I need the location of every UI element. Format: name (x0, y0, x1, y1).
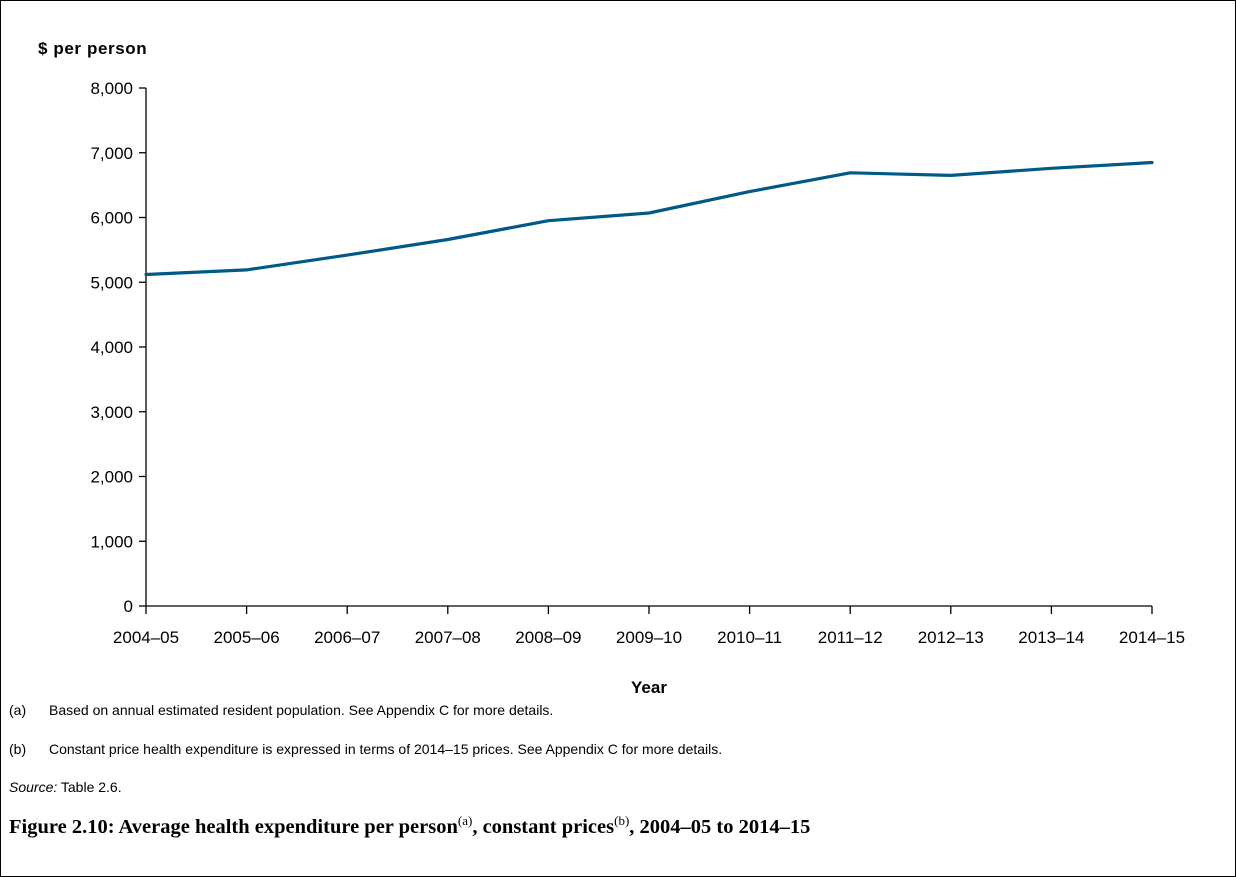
caption-part: , 2004–05 to 2014–15 (629, 815, 811, 838)
x-tick-label: 2008–09 (515, 628, 581, 647)
caption-ref: (b) (614, 813, 630, 828)
series-group (144, 160, 1154, 277)
source-text: Table 2.6. (57, 779, 122, 795)
footnote-tag: (b) (9, 741, 27, 757)
y-axis-ticks: 0 1,000 2,000 3,000 4,000 5,000 6,000 7,000 8,00… (90, 79, 146, 616)
y-tick-label: 3,000 (90, 403, 133, 422)
source-note: Source: Table 2.6. (9, 779, 122, 795)
x-tick-label: 2006–07 (314, 628, 380, 647)
y-tick-label: 5,000 (90, 273, 133, 292)
y-tick-label: 7,000 (90, 144, 133, 163)
footnote-text: Based on annual estimated resident popul… (49, 702, 554, 718)
series-line (144, 160, 1154, 277)
x-tick-label: 2004–05 (113, 628, 179, 647)
caption-part: , constant prices (472, 815, 615, 838)
caption-ref: (a) (457, 813, 473, 828)
figure-caption: Figure 2.10: Average health expenditure … (9, 813, 810, 839)
y-tick-label: 2,000 (90, 468, 133, 487)
axes (145, 88, 1152, 607)
caption-part: Figure 2.10: Average health expenditure … (9, 815, 458, 838)
y-tick-label: 1,000 (90, 532, 133, 551)
x-tick-label: 2014–15 (1119, 628, 1185, 647)
y-axis-label: $ per person (38, 39, 147, 58)
x-axis-ticks: 2004–05 2005–06 2006–07 2007–08 2008–09 2009–… (113, 606, 1185, 647)
x-tick-label: 2011–12 (818, 628, 883, 647)
x-tick-label: 2009–10 (616, 628, 682, 647)
x-tick-label: 2005–06 (214, 628, 280, 647)
x-tick-label: 2010–11 (717, 628, 782, 647)
footnote-b: (b) Constant price health expenditure is … (9, 741, 722, 757)
y-tick-label: 6,000 (90, 209, 133, 228)
y-tick-label: 8,000 (90, 79, 133, 98)
footnote-a: (a) Based on annual estimated resident po… (9, 702, 553, 718)
footnote-text: Constant price health expenditure is exp… (49, 741, 723, 757)
x-tick-label: 2013–14 (1018, 628, 1084, 647)
line-chart: $ per person 0 1,000 2,000 3,000 4,000 5,000 6… (38, 39, 1185, 697)
source-lead: Source: (9, 779, 58, 795)
y-tick-label: 4,000 (90, 338, 133, 357)
x-tick-label: 2007–08 (415, 628, 481, 647)
x-axis-label: Year (631, 678, 667, 697)
footnote-tag: (a) (9, 702, 27, 718)
y-tick-label: 0 (124, 597, 133, 616)
x-tick-label: 2012–13 (918, 628, 984, 647)
